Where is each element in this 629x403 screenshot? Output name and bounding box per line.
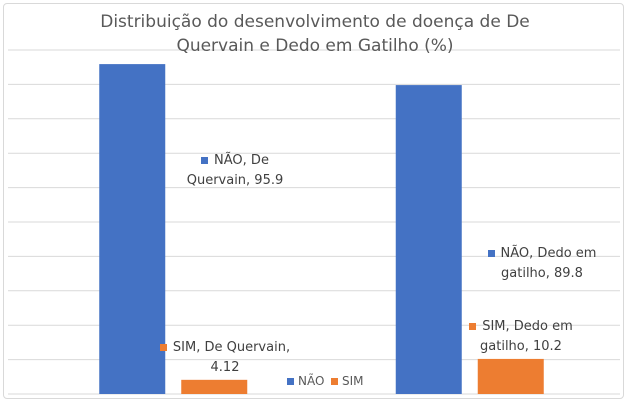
data-label: NÃO, Dedo em gatilho, 89.8: [472, 244, 612, 284]
data-label: SIM, Dedo em gatilho, 10.2: [456, 317, 586, 357]
data-label: NÃO, De Quervain, 95.9: [170, 151, 300, 191]
legend-entry: NÃO: [287, 374, 324, 388]
bar: [477, 358, 544, 394]
bar: [395, 85, 462, 394]
legend-entry: SIM: [331, 374, 364, 388]
bar: [181, 379, 248, 394]
chart-frame: [3, 3, 624, 399]
data-label: SIM, De Quervain, 4.12: [150, 338, 300, 378]
chart-title: Distribuição do desenvolvimento de doenç…: [100, 12, 530, 56]
